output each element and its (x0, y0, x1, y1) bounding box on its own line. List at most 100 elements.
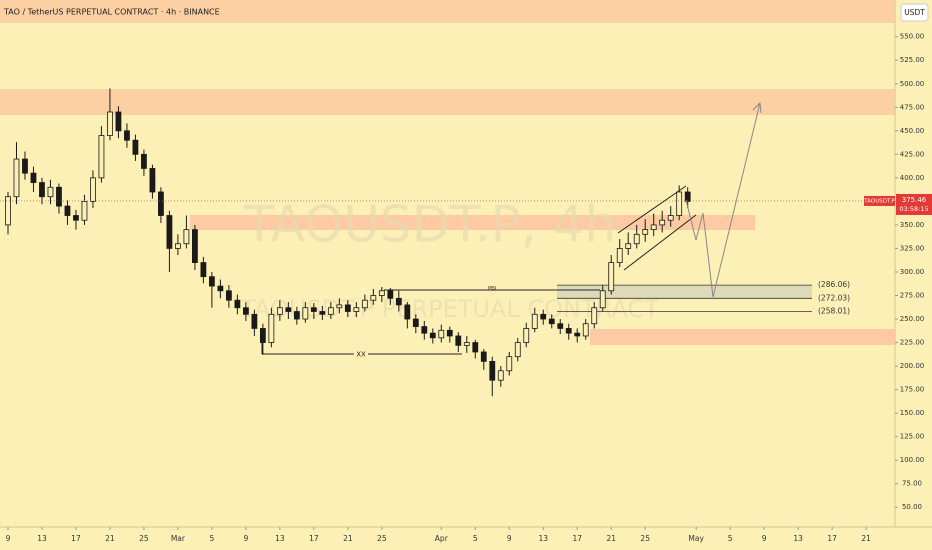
level-label: (286.06) (818, 280, 850, 289)
y-tick-label: 500.00 (900, 80, 925, 88)
candle-body (497, 370, 504, 381)
candle-body (141, 153, 147, 169)
candle-body (217, 285, 224, 292)
candle-body (608, 262, 615, 292)
candle-body (73, 215, 79, 221)
y-tick-label: 50.00 (902, 503, 922, 511)
candle-body (64, 205, 71, 216)
candle-body (47, 186, 54, 198)
candle-body (361, 299, 368, 309)
candle-body (480, 351, 487, 362)
candle-body (395, 297, 402, 306)
header-title: TAO / TetherUS PERPETUAL CONTRACT · 4h ·… (3, 8, 220, 17)
candle-body (302, 307, 309, 320)
candle-body (310, 307, 317, 312)
candle-body (429, 332, 436, 339)
x-tick-label: 17 (827, 534, 837, 543)
candle-body (327, 307, 334, 315)
x-tick-label: 25 (640, 534, 650, 543)
candle-body (659, 219, 666, 226)
x-tick-label: 13 (37, 534, 47, 543)
x-tick-label: 5 (473, 534, 478, 543)
candle-body (319, 311, 326, 315)
plot (5, 88, 812, 397)
candle-body (616, 248, 623, 263)
x-tick-label: 13 (538, 534, 548, 543)
y-tick-label: 125.00 (900, 433, 925, 441)
candle-body (166, 215, 173, 249)
zone (590, 329, 895, 345)
symbol-tag: TAOUSDT.P (863, 198, 895, 204)
y-tick-label: 550.00 (900, 33, 925, 41)
zone (0, 89, 895, 115)
y-tick-label: 400.00 (900, 174, 925, 182)
candle-body (285, 307, 292, 312)
candle-body (540, 313, 547, 320)
candle-body (625, 243, 632, 249)
x-tick-label: 9 (243, 534, 248, 543)
y-tick-label: 275.00 (900, 291, 925, 299)
x-tick-label: 5 (728, 534, 733, 543)
y-tick-label: 150.00 (900, 409, 925, 417)
candle-body (208, 276, 215, 287)
x-tick-label: 21 (343, 534, 353, 543)
candle-body (514, 342, 521, 358)
x-tick-label: 17 (309, 534, 319, 543)
candle-body (370, 295, 377, 301)
level-box (557, 285, 812, 299)
candle-body (531, 313, 538, 329)
candle-body (124, 130, 130, 141)
currency-button[interactable] (900, 3, 929, 22)
x-tick-label: Apr (435, 534, 449, 543)
y-tick-label: 250.00 (900, 315, 925, 323)
x-tick-label: May (688, 534, 704, 543)
x-tick-label: 25 (377, 534, 387, 543)
annotation: MSI (488, 286, 496, 292)
candle-body (107, 111, 113, 136)
candle-body (404, 304, 411, 320)
projection-arrowhead (752, 101, 762, 114)
candle-body (455, 335, 462, 346)
candle-body (378, 290, 385, 296)
candle-body (684, 191, 691, 202)
x-tick-label: 21 (606, 534, 616, 543)
candle-body (183, 229, 190, 245)
y-tick-label: 75.00 (902, 480, 922, 488)
channel-line (617, 185, 687, 234)
candle-body (39, 182, 45, 198)
y-tick-label: 225.00 (900, 339, 925, 347)
candle-body (200, 262, 207, 278)
watermark-sub: TAOUSDT.P PERPETUAL CONTRACT (240, 295, 659, 323)
annotation: XX (356, 351, 366, 359)
candle-body (472, 342, 479, 353)
y-tick-label: 525.00 (900, 56, 925, 64)
candle-body (192, 229, 198, 263)
candle-body (463, 342, 470, 346)
level-label: (272.03) (818, 293, 850, 302)
candle-body (175, 243, 181, 249)
candle-body (557, 323, 564, 329)
currency-button-label[interactable]: USDT (904, 8, 925, 17)
candle-body (149, 168, 156, 193)
candle-body (599, 290, 606, 309)
candle-body (489, 360, 496, 381)
candle-body (650, 224, 657, 231)
candle-body (5, 196, 11, 226)
countdown: 03:58:15 (899, 205, 928, 213)
candle-body (446, 329, 453, 337)
candle-body (30, 172, 37, 183)
x-tick-label: 13 (275, 534, 285, 543)
y-tick-label: 300.00 (900, 268, 925, 276)
candle-body (293, 311, 300, 320)
candle-body (242, 307, 249, 315)
annotation-bg (354, 349, 368, 359)
y-tick-label: 425.00 (900, 150, 925, 158)
channel-line (623, 214, 697, 271)
candle-body (353, 307, 360, 312)
candle-body (642, 229, 649, 235)
candle-body (251, 313, 258, 329)
y-tick-label: 200.00 (900, 362, 925, 370)
level-label: (258.01) (818, 306, 850, 315)
x-tick-label: 9 (6, 534, 11, 543)
